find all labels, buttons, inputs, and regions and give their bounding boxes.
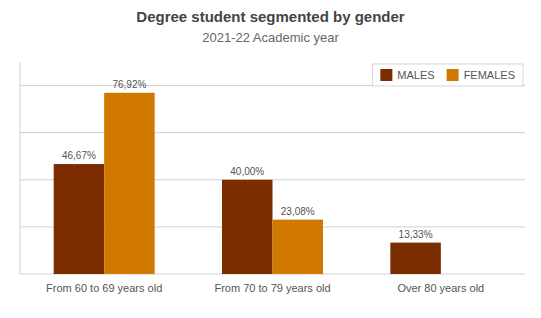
bar xyxy=(273,220,324,274)
data-label: 13,33% xyxy=(399,229,433,240)
legend-label: MALES xyxy=(397,69,434,81)
bar xyxy=(441,274,492,275)
bar xyxy=(390,243,441,274)
data-label: 76,92% xyxy=(112,79,146,90)
subtitle: 2021-22 Academic year xyxy=(202,30,339,45)
title: Degree student segmented by gender xyxy=(136,8,405,25)
bar xyxy=(104,93,154,274)
bar xyxy=(222,180,273,274)
grid-line xyxy=(20,132,525,133)
y-axis-line xyxy=(20,62,21,274)
x-tick-label: Over 80 years old xyxy=(397,282,484,294)
grid xyxy=(20,86,525,274)
x-axis: From 60 to 69 years old From 70 to 79 yea… xyxy=(46,282,484,294)
data-label: 46,67% xyxy=(62,150,96,161)
legend-swatch xyxy=(380,69,392,81)
data-label: 40,00% xyxy=(230,166,264,177)
legend-frame xyxy=(372,64,523,86)
x-tick-label: From 70 to 79 years old xyxy=(214,282,330,294)
legend: MALES FEMALES xyxy=(372,64,523,86)
legend-label: FEMALES xyxy=(464,69,515,81)
bar xyxy=(54,164,105,274)
legend-swatch xyxy=(447,69,459,81)
chart: Degree student segmented by gender 2021-2… xyxy=(0,0,541,318)
data-label: 23,08% xyxy=(281,206,315,217)
data-labels: 46,67% 40,00% 13,33% 76,92% 23,08% xyxy=(62,79,433,240)
bars xyxy=(54,93,441,274)
x-tick-label: From 60 to 69 years old xyxy=(46,282,162,294)
